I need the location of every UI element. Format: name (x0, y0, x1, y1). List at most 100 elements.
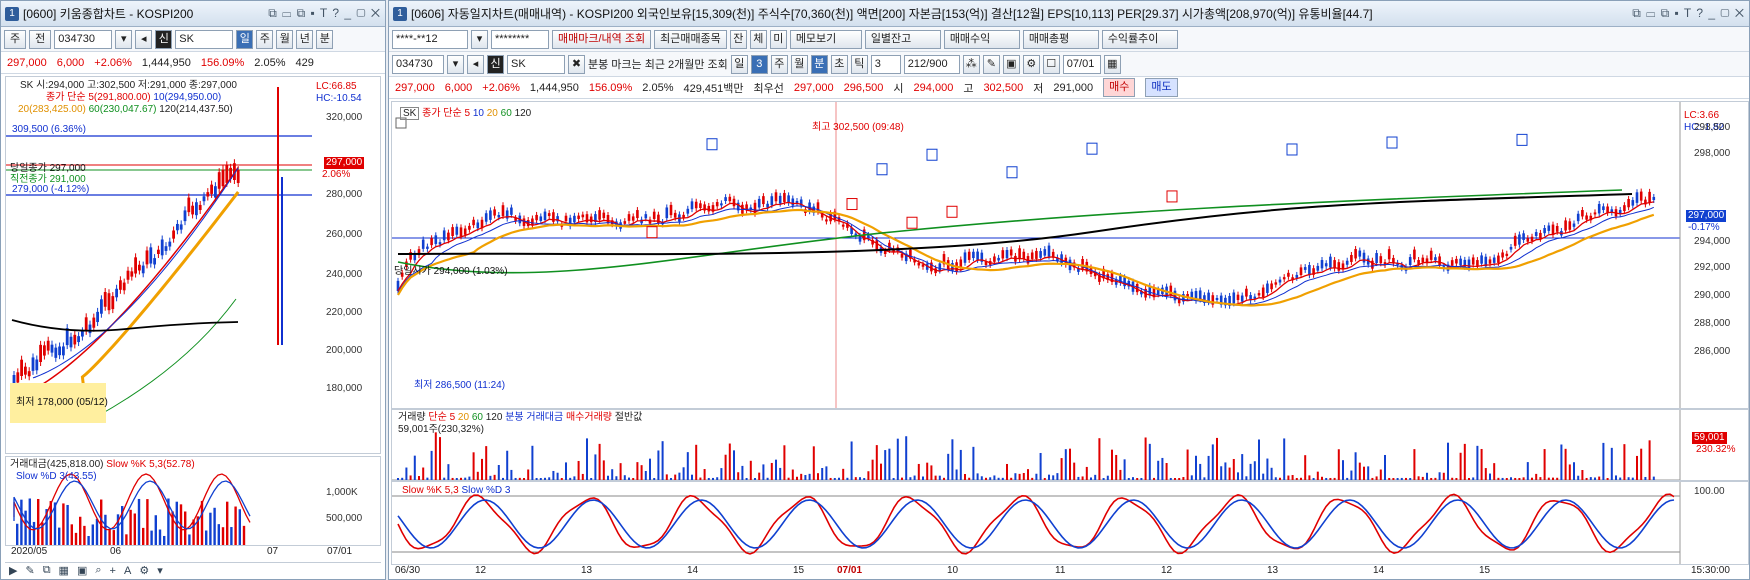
password-input[interactable]: ******** (491, 29, 549, 49)
pen-icon[interactable]: ✎ (25, 565, 35, 577)
trade-review-button[interactable]: 매매총평 (1022, 29, 1099, 49)
w2-candle (1497, 255, 1500, 263)
w1-type-select[interactable]: 주 (4, 29, 27, 49)
w2-candle (1652, 196, 1656, 200)
w1-candle (153, 258, 156, 265)
plus-icon[interactable]: + (109, 564, 116, 577)
w2-candle (430, 238, 433, 246)
sell-button[interactable]: 매도 (1145, 78, 1178, 97)
w1-vol-bar (238, 509, 241, 545)
calendar-icon[interactable]: ▦ (58, 565, 69, 577)
w2-vol-bar (510, 469, 513, 480)
daily-balance-button[interactable]: 일별잔고 (864, 29, 941, 49)
w2-candle (976, 251, 979, 260)
settings-icon[interactable]: ⚙ (1022, 54, 1040, 74)
w2-interval-select[interactable]: 3 (870, 54, 901, 74)
indicator-icon[interactable]: ⁂ (962, 54, 980, 74)
w2-price-chart[interactable]: SK 종가 단순 5 10 20 60 120 LC:3.66 HC:-1.82… (391, 101, 1749, 409)
checkbox-icon[interactable]: ✖ (568, 54, 585, 74)
return-trend-button[interactable]: 수익률추이 (1101, 29, 1178, 49)
save-icon[interactable]: ▣ (1002, 54, 1020, 74)
text-icon[interactable]: A (123, 564, 132, 577)
save-icon[interactable]: ▣ (76, 565, 88, 577)
w1-overlay-close: 당일종가 297,000 (10, 163, 86, 174)
w2-candle (493, 209, 496, 216)
filled-button[interactable]: 체 (749, 29, 767, 49)
w2-day-count[interactable]: 3 (750, 54, 768, 74)
w2-period-second[interactable]: 초 (830, 54, 848, 74)
w1-code-input[interactable]: 034730 (54, 29, 113, 49)
search-icon[interactable]: ▾ (115, 29, 133, 49)
w2-candle (1022, 251, 1026, 259)
w2-vol-bar (1543, 449, 1546, 480)
trade-profit-button[interactable]: 매매수익 (943, 29, 1020, 49)
memo-button[interactable]: 메모보기 (789, 29, 862, 49)
w2-period-tick[interactable]: 틱 (850, 54, 868, 74)
settings-icon[interactable]: ⚙ (139, 565, 150, 577)
w1-sub-chart[interactable]: 거래대금(425,818.00) Slow %K 5,3(52.78) Slow… (5, 456, 381, 546)
zoom-icon[interactable]: ⌕ (95, 564, 102, 576)
w2-stoch-chart[interactable]: Slow %K 5,3 Slow %D 3 100.00 (391, 481, 1749, 565)
search-icon[interactable]: ▾ (447, 54, 464, 74)
date-checkbox[interactable]: ☐ (1042, 54, 1060, 74)
w2-candle (400, 272, 404, 277)
speaker-icon[interactable]: ◂ (135, 29, 153, 49)
calendar-icon[interactable]: ▦ (1103, 54, 1121, 74)
w2-candle (1043, 249, 1047, 256)
chevron-down-icon[interactable]: ▾ (157, 565, 163, 577)
w2-candle (690, 201, 694, 210)
w2-vol-bar (1274, 477, 1277, 480)
w1-period-minute[interactable]: 분 (316, 29, 334, 49)
w2-vol-bar (548, 477, 551, 480)
w2-code-input[interactable]: 034730 (392, 54, 444, 74)
w1-titlebar[interactable]: 1 [0600] 키움종합차트 - KOSPI200 ⧉ ▭ ⧉ ▪ T ? _… (1, 1, 385, 27)
w2-candle (1093, 271, 1097, 277)
w2-vol-bar (1220, 466, 1223, 480)
w2-vol-bar (1505, 477, 1508, 480)
unfilled-button[interactable]: 미 (769, 29, 787, 49)
trade-mark-icon (906, 216, 918, 229)
w2-vol-bar (1451, 477, 1454, 480)
trade-mark-query-button[interactable]: 매매마크/내역 조회 (552, 29, 652, 49)
w2-page-input[interactable]: 212/900 (903, 54, 960, 74)
w2-candle (468, 225, 471, 230)
w2-period-week[interactable]: 주 (770, 54, 788, 74)
w2-titlebar[interactable]: 1 [0606] 자동일지차트(매매내역) - KOSPI200 외국인보유[1… (389, 1, 1749, 27)
balance-button[interactable]: 잔 (729, 29, 747, 49)
w2-vol-bar (1484, 468, 1487, 480)
play-icon[interactable]: ▶ (9, 565, 18, 577)
w2-low-mark: 최저 286,500 (11:24) (414, 380, 506, 391)
speaker-icon[interactable]: ◂ (467, 54, 484, 74)
w2-vol-bar (556, 472, 559, 480)
w1-period-year[interactable]: 년 (296, 29, 314, 49)
buy-button[interactable]: 매수 (1103, 78, 1136, 97)
w2-vol-bar (653, 478, 656, 480)
recent-trades-button[interactable]: 최근매매종목 (654, 29, 727, 49)
w1-price-chart[interactable]: SK 시:294,000 고:302,500 저:291,000 종:297,0… (5, 76, 381, 454)
w1-signal-badge: 신 (155, 29, 173, 49)
w1-period-day[interactable]: 일 (236, 29, 254, 49)
w2-vol-bar (481, 458, 483, 480)
chevron-down-icon[interactable]: ▾ (471, 29, 488, 49)
w2-vol-bar (1379, 469, 1382, 480)
w2-candle (1362, 252, 1366, 263)
w2-period-minute[interactable]: 분 (810, 54, 828, 74)
w1-period-week[interactable]: 주 (256, 29, 274, 49)
w2-candle (904, 253, 908, 262)
w2-period-day[interactable]: 일 (730, 54, 748, 74)
draw-icon[interactable]: ✎ (982, 54, 1000, 74)
account-select[interactable]: ****-**12 (392, 29, 468, 49)
w2-time-label: 12 (475, 565, 487, 576)
w2-vol-bar (758, 472, 761, 480)
w1-period-month[interactable]: 월 (276, 29, 294, 49)
w2-candle (543, 211, 547, 221)
window-controls[interactable]: ⧉ ▭ ⧉ ▪ T ? _ ▢ ✕ (1632, 6, 1745, 20)
w2-period-month[interactable]: 월 (790, 54, 808, 74)
w2-date-input[interactable]: 07/01 (1062, 54, 1101, 74)
window-controls[interactable]: ⧉ ▭ ⧉ ▪ T ? _ ▢ ✕ (268, 6, 381, 20)
w2-volume-chart[interactable]: 거래량 단순 5 20 60 120 분봉 거래대금 매수거래량 절반값 59,… (391, 409, 1749, 481)
w1-prefix-button[interactable]: 전 (29, 29, 52, 49)
w2-vol-bar (1493, 463, 1496, 480)
copy-icon[interactable]: ⧉ (42, 564, 51, 576)
w1-quote-row: 297,000 6,000 +2.06% 1,444,950 156.09% 2… (1, 52, 385, 74)
